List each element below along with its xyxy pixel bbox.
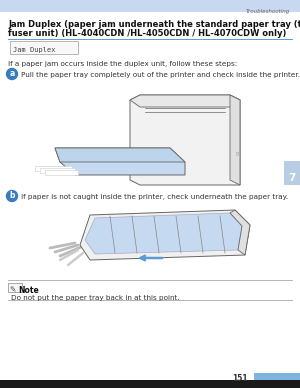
Text: Jam Duplex: Jam Duplex xyxy=(13,47,56,53)
Text: Do not put the paper tray back in at this point.: Do not put the paper tray back in at thi… xyxy=(11,295,180,301)
Text: 7: 7 xyxy=(288,173,296,183)
Polygon shape xyxy=(130,95,240,107)
Polygon shape xyxy=(40,168,75,173)
Polygon shape xyxy=(35,166,72,171)
FancyBboxPatch shape xyxy=(10,41,78,54)
Text: Pull the paper tray completely out of the printer and check inside the printer.: Pull the paper tray completely out of th… xyxy=(21,72,300,78)
Bar xyxy=(254,373,300,380)
Polygon shape xyxy=(45,170,78,175)
Circle shape xyxy=(7,191,17,201)
Polygon shape xyxy=(230,210,250,255)
Circle shape xyxy=(7,69,17,80)
Text: Note: Note xyxy=(18,286,39,295)
Bar xyxy=(284,161,300,185)
Text: If a paper jam occurs inside the duplex unit, follow these steps:: If a paper jam occurs inside the duplex … xyxy=(8,61,237,67)
Bar xyxy=(0,380,300,388)
Text: a: a xyxy=(9,69,15,78)
Polygon shape xyxy=(80,210,250,260)
Polygon shape xyxy=(55,148,185,162)
Text: ✎: ✎ xyxy=(9,286,15,294)
Polygon shape xyxy=(85,213,242,254)
Text: B: B xyxy=(235,152,239,158)
Polygon shape xyxy=(55,148,185,175)
Polygon shape xyxy=(230,95,240,185)
Text: 151: 151 xyxy=(232,374,248,383)
Bar xyxy=(0,0,300,12)
Text: b: b xyxy=(9,192,15,201)
Text: Jam Duplex (paper jam underneath the standard paper tray (tray 1) or in the: Jam Duplex (paper jam underneath the sta… xyxy=(8,20,300,29)
Text: If paper is not caught inside the printer, check underneath the paper tray.: If paper is not caught inside the printe… xyxy=(21,194,288,200)
FancyBboxPatch shape xyxy=(8,283,22,292)
Polygon shape xyxy=(130,95,240,185)
Text: Troubleshooting: Troubleshooting xyxy=(246,9,290,14)
Text: fuser unit) (HL-4040CDN /HL-4050CDN / HL-4070CDW only): fuser unit) (HL-4040CDN /HL-4050CDN / HL… xyxy=(8,29,286,38)
